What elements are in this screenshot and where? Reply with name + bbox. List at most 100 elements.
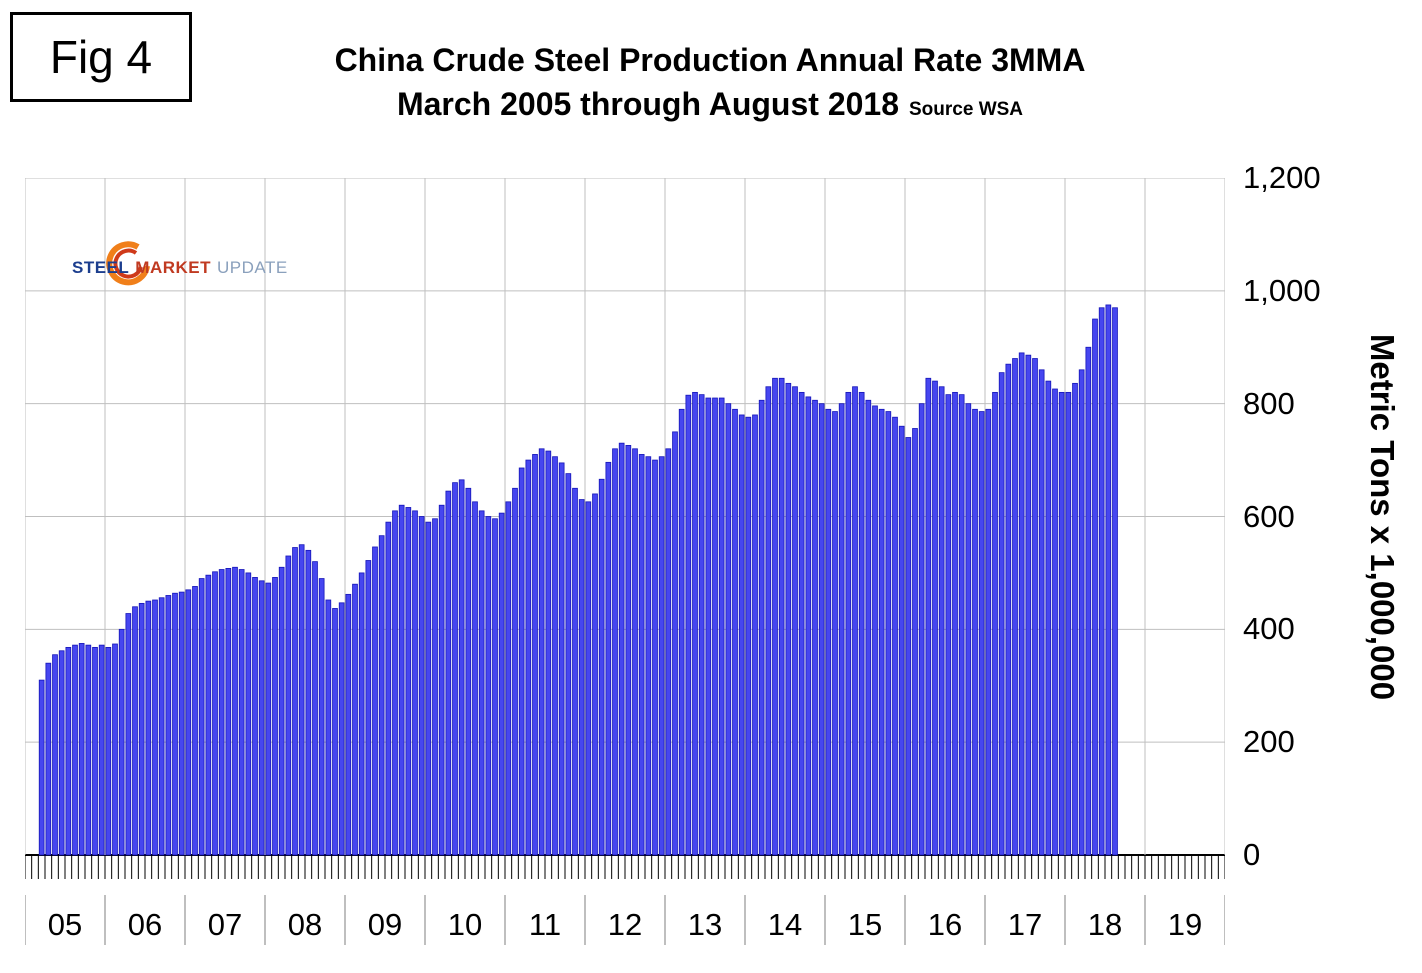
x-year-label: 18: [1088, 907, 1122, 942]
x-year-label: 08: [288, 907, 322, 942]
bar-2013-8: [712, 397, 718, 856]
bar-2017-11: [1052, 388, 1058, 856]
bar-2007-7: [225, 568, 232, 856]
x-year-label: 09: [368, 907, 402, 942]
bar-2014-4: [765, 386, 772, 856]
logo-word-steel: STEEL: [72, 258, 130, 277]
bar-2016-4: [925, 377, 932, 856]
bar-2005-10: [85, 644, 92, 856]
bar-2009-2: [352, 583, 358, 856]
bar-2011-11: [572, 487, 578, 856]
bar-2016-5: [932, 380, 938, 856]
bar-2006-3: [118, 628, 125, 856]
bar-2007-5: [212, 571, 218, 856]
bar-2014-2: [752, 414, 758, 856]
bar-2017-10: [1045, 380, 1052, 856]
bar-2005-5: [52, 654, 58, 856]
bar-2016-8: [952, 391, 958, 856]
bar-2008-5: [292, 547, 298, 856]
bar-2008-6: [298, 544, 305, 856]
bar-2010-8: [472, 501, 478, 856]
bar-2014-10: [805, 396, 812, 856]
bar-2013-4: [685, 394, 692, 856]
steel-market-update-logo: STEEL MARKET UPDATE: [72, 241, 292, 294]
bar-2009-12: [418, 516, 425, 856]
bar-2017-2: [992, 391, 998, 856]
bar-2012-3: [598, 478, 605, 856]
bar-2010-3: [438, 504, 445, 856]
bar-2005-8: [72, 644, 78, 856]
bar-2008-3: [278, 566, 285, 856]
bar-2011-9: [558, 462, 565, 856]
bar-2011-1: [505, 501, 512, 856]
bar-2005-11: [92, 646, 98, 856]
y-tick-label: 200: [1243, 724, 1295, 760]
bar-2012-5: [612, 448, 618, 856]
bar-2018-1: [1065, 391, 1072, 856]
bar-2012-12: [658, 456, 665, 856]
bar-2012-10: [645, 456, 652, 856]
bar-2006-2: [112, 643, 118, 856]
x-year-label: 10: [448, 907, 482, 942]
bar-2010-1: [425, 521, 432, 856]
bar-2009-3: [358, 572, 365, 856]
bar-2017-6: [1018, 352, 1025, 856]
bar-2015-8: [872, 405, 878, 856]
bar-2013-9: [718, 397, 725, 856]
bar-2007-9: [238, 569, 245, 856]
bar-2009-5: [372, 546, 378, 856]
bar-2009-4: [365, 560, 372, 856]
chart-title-block: China Crude Steel Production Annual Rate…: [150, 42, 1270, 128]
bar-2018-6: [1098, 307, 1105, 856]
bar-2014-12: [818, 403, 825, 856]
bar-2015-7: [865, 399, 872, 856]
bar-2016-12: [978, 411, 985, 856]
bar-2008-11: [332, 608, 338, 856]
bar-2018-5: [1092, 318, 1098, 856]
x-year-label: 16: [928, 907, 962, 942]
bar-2015-4: [845, 391, 852, 856]
bar-2006-8: [152, 599, 158, 856]
bar-2013-5: [692, 391, 698, 856]
logo-word-market: MARKET: [135, 258, 212, 277]
bar-2010-4: [445, 490, 452, 856]
bar-2005-9: [78, 643, 85, 856]
bar-2016-3: [918, 403, 925, 856]
bar-2012-11: [652, 459, 658, 856]
bar-2015-3: [838, 403, 845, 856]
bar-2010-7: [465, 487, 472, 856]
y-axis-tick-labels: 0 200 400 600 800 1,000 1,200: [1243, 160, 1393, 872]
x-year-label: 13: [688, 907, 722, 942]
bar-2017-9: [1038, 369, 1045, 856]
x-year-label: 07: [208, 907, 242, 942]
logo-text: STEEL MARKET UPDATE: [72, 258, 288, 278]
logo-swoosh-icon: [106, 241, 150, 286]
bar-2016-7: [945, 394, 952, 856]
bar-2018-7: [1105, 304, 1112, 856]
chart-source: Source WSA: [909, 99, 1024, 120]
bar-2016-1: [905, 437, 912, 856]
bar-2013-1: [665, 448, 672, 856]
bar-2014-7: [785, 382, 792, 856]
bar-2015-1: [825, 408, 832, 856]
bar-2017-1: [985, 408, 992, 856]
bar-2015-6: [858, 391, 865, 856]
x-year-label: 05: [48, 907, 82, 942]
x-year-label: 19: [1168, 907, 1202, 942]
bar-2006-6: [138, 602, 145, 856]
chart-subtitle: March 2005 through August 2018 Source WSA: [150, 86, 1270, 128]
x-year-label: 06: [128, 907, 162, 942]
bar-2006-4: [125, 613, 132, 856]
bar-2017-5: [1012, 358, 1018, 856]
x-year-label: 15: [848, 907, 882, 942]
bar-2017-7: [1025, 354, 1032, 856]
bar-2012-6: [618, 442, 625, 856]
bar-chart-plot: 05 06 07 08 09 10 11 12 13 14 15 16 17 18 19: [25, 178, 1225, 945]
bar-2007-1: [185, 589, 192, 856]
bar-2008-12: [338, 602, 345, 856]
bar-2012-4: [605, 461, 612, 856]
bar-2009-11: [412, 510, 418, 856]
y-axis-title: Metric Tons x 1,000,000: [1364, 333, 1401, 701]
bar-2010-10: [485, 516, 492, 856]
y-tick-label: 400: [1243, 611, 1295, 647]
